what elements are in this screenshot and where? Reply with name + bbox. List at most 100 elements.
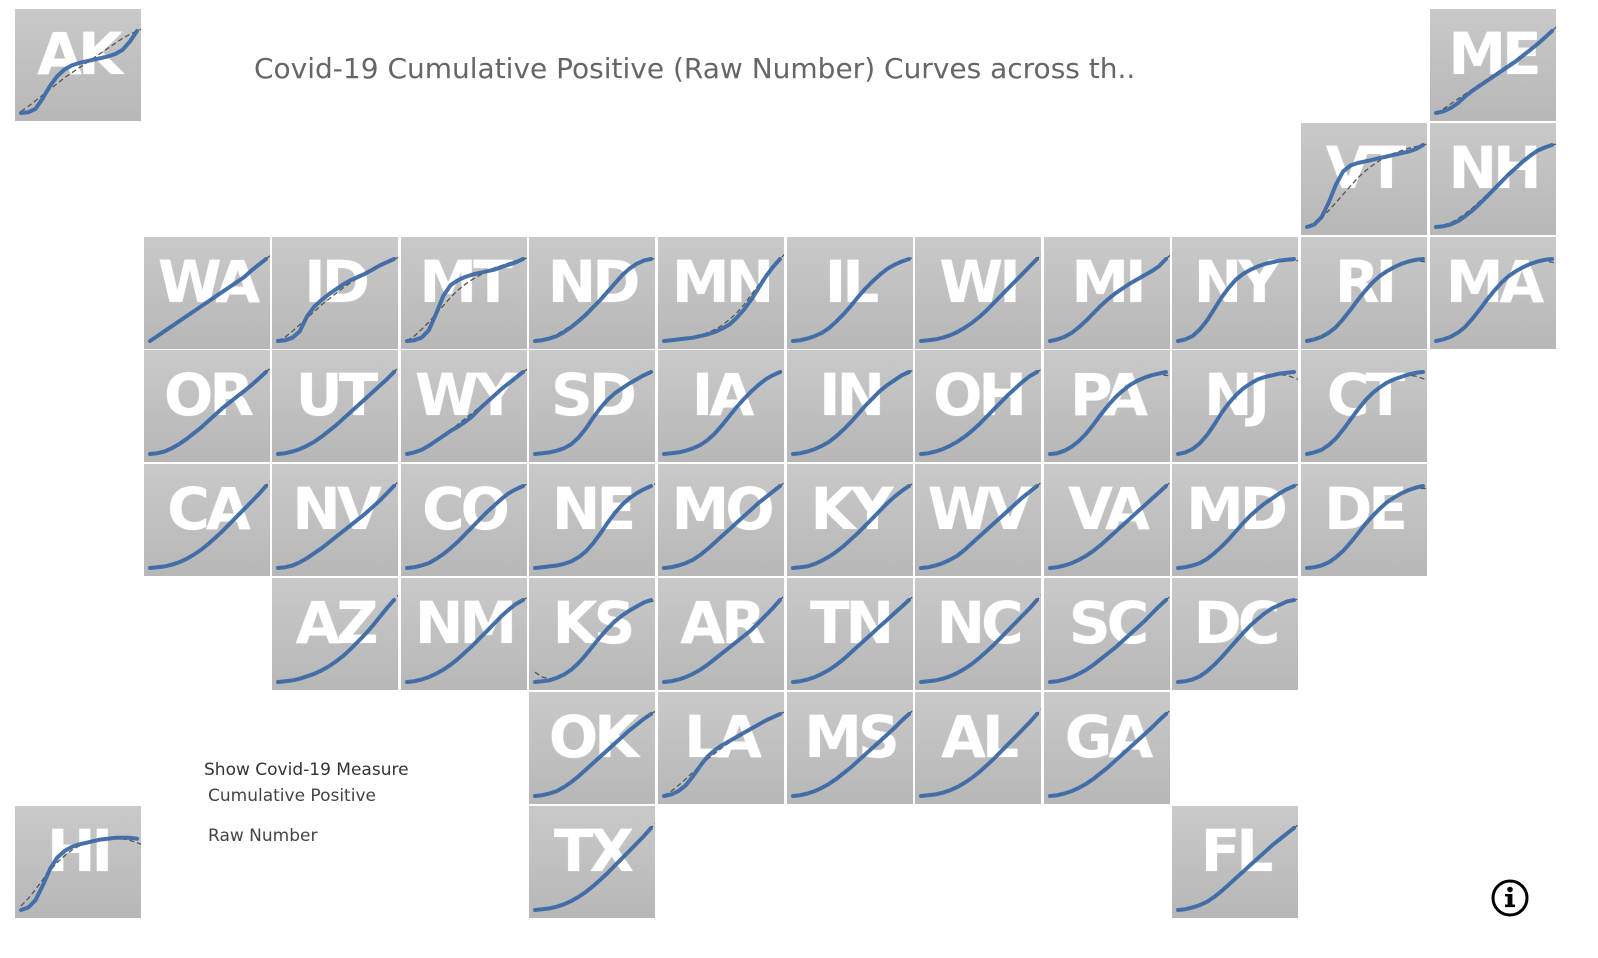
state-tile-nh[interactable]: NH	[1430, 123, 1556, 235]
series-line-ne	[533, 484, 653, 570]
info-button[interactable]	[1490, 878, 1530, 918]
series-line-wv	[919, 484, 1039, 570]
state-tile-ca[interactable]: CA	[144, 464, 270, 576]
series-line-mn	[662, 257, 782, 343]
trend-line-id	[277, 256, 398, 342]
state-tile-la[interactable]: LA	[658, 692, 784, 804]
state-curve-chart-hi	[19, 835, 141, 912]
state-tile-nm[interactable]: NM	[401, 578, 527, 690]
state-tile-az[interactable]: AZ	[272, 578, 398, 690]
page-title: Covid-19 Cumulative Positive (Raw Number…	[254, 52, 1136, 85]
state-tile-wi[interactable]: WI	[915, 237, 1041, 349]
state-curve-chart-vt	[1305, 143, 1427, 229]
state-tile-or[interactable]: OR	[144, 350, 270, 462]
state-tile-md[interactable]: MD	[1172, 464, 1298, 576]
state-tile-wv[interactable]: WV	[915, 464, 1041, 576]
trend-line-ca	[149, 480, 270, 569]
series-line-fl	[1176, 826, 1296, 912]
state-tile-de[interactable]: DE	[1301, 464, 1427, 576]
state-curve-chart-nh	[1434, 143, 1556, 229]
trend-line-ne	[534, 483, 655, 569]
measure-option-raw-number[interactable]: Raw Number	[208, 826, 318, 846]
state-tile-me[interactable]: ME	[1430, 9, 1556, 121]
state-tile-ma[interactable]: MA	[1430, 237, 1556, 349]
trend-line-or	[149, 367, 270, 455]
state-tile-in[interactable]: IN	[787, 350, 913, 462]
state-curve-chart-pa	[1048, 370, 1170, 456]
state-tile-nc[interactable]: NC	[915, 578, 1041, 690]
state-tile-wy[interactable]: WY	[401, 350, 527, 462]
state-tile-ne[interactable]: NE	[529, 464, 655, 576]
state-tile-ar[interactable]: AR	[658, 578, 784, 690]
state-tile-nv[interactable]: NV	[272, 464, 398, 576]
state-tile-id[interactable]: ID	[272, 237, 398, 349]
state-tile-al[interactable]: AL	[915, 692, 1041, 804]
state-curve-chart-wi	[919, 253, 1041, 343]
state-curve-chart-il	[791, 256, 913, 343]
state-curve-chart-nv	[276, 480, 398, 570]
series-line-mi	[1048, 257, 1168, 343]
state-curve-chart-mo	[662, 481, 784, 570]
trend-line-la	[663, 711, 784, 797]
series-line-ak	[19, 29, 139, 115]
state-tile-nd[interactable]: ND	[529, 237, 655, 349]
trend-line-va	[1049, 481, 1170, 569]
state-tile-vt[interactable]: VT	[1301, 123, 1427, 235]
state-tile-ia[interactable]: IA	[658, 350, 784, 462]
state-tile-il[interactable]: IL	[787, 237, 913, 349]
state-curve-chart-mn	[662, 253, 784, 343]
info-icon	[1491, 879, 1529, 917]
trend-line-ny	[1177, 259, 1298, 342]
state-tile-ri[interactable]: RI	[1301, 237, 1427, 349]
trend-line-ak	[20, 28, 141, 112]
trend-line-ms	[792, 709, 913, 797]
series-line-wi	[919, 257, 1039, 343]
series-line-in	[791, 370, 911, 456]
series-line-me	[1434, 29, 1554, 115]
state-tile-tn[interactable]: TN	[787, 578, 913, 690]
series-line-nm	[405, 598, 525, 684]
trend-line-ct	[1306, 374, 1427, 455]
state-tile-ky[interactable]: KY	[787, 464, 913, 576]
state-tile-ak[interactable]: AK	[15, 9, 141, 121]
state-tile-mt[interactable]: MT	[401, 237, 527, 349]
state-tile-ok[interactable]: OK	[529, 692, 655, 804]
series-line-il	[791, 257, 911, 343]
state-tile-ny[interactable]: NY	[1172, 237, 1298, 349]
series-line-ky	[791, 484, 911, 570]
series-line-id	[276, 257, 396, 343]
series-line-tn	[791, 598, 911, 684]
state-tile-sd[interactable]: SD	[529, 350, 655, 462]
state-tile-ms[interactable]: MS	[787, 692, 913, 804]
state-tile-ks[interactable]: KS	[529, 578, 655, 690]
state-curve-chart-nj	[1176, 370, 1298, 456]
state-tile-hi[interactable]: HI	[15, 806, 141, 918]
series-line-sc	[1048, 598, 1168, 684]
state-tile-ga[interactable]: GA	[1044, 692, 1170, 804]
series-line-co	[405, 484, 525, 570]
state-tile-fl[interactable]: FL	[1172, 806, 1298, 918]
state-tile-oh[interactable]: OH	[915, 350, 1041, 462]
state-tile-sc[interactable]: SC	[1044, 578, 1170, 690]
state-tile-ct[interactable]: CT	[1301, 350, 1427, 462]
series-line-ut	[276, 370, 396, 456]
state-tile-tx[interactable]: TX	[529, 806, 655, 918]
measure-option-cumulative-positive[interactable]: Cumulative Positive	[208, 786, 376, 806]
state-tile-dc[interactable]: DC	[1172, 578, 1298, 690]
state-tile-mo[interactable]: MO	[658, 464, 784, 576]
state-tile-mi[interactable]: MI	[1044, 237, 1170, 349]
state-tile-wa[interactable]: WA	[144, 237, 270, 349]
state-tile-va[interactable]: VA	[1044, 464, 1170, 576]
state-tile-nj[interactable]: NJ	[1172, 350, 1298, 462]
trend-line-sc	[1049, 595, 1170, 683]
state-curve-chart-in	[791, 369, 913, 456]
series-line-ks	[533, 598, 653, 684]
state-tile-co[interactable]: CO	[401, 464, 527, 576]
series-line-ms	[791, 712, 911, 798]
state-curve-chart-wv	[919, 481, 1041, 570]
state-curve-chart-nd	[533, 257, 655, 343]
trend-line-nc	[920, 594, 1041, 683]
state-tile-mn[interactable]: MN	[658, 237, 784, 349]
state-tile-ut[interactable]: UT	[272, 350, 398, 462]
state-tile-pa[interactable]: PA	[1044, 350, 1170, 462]
